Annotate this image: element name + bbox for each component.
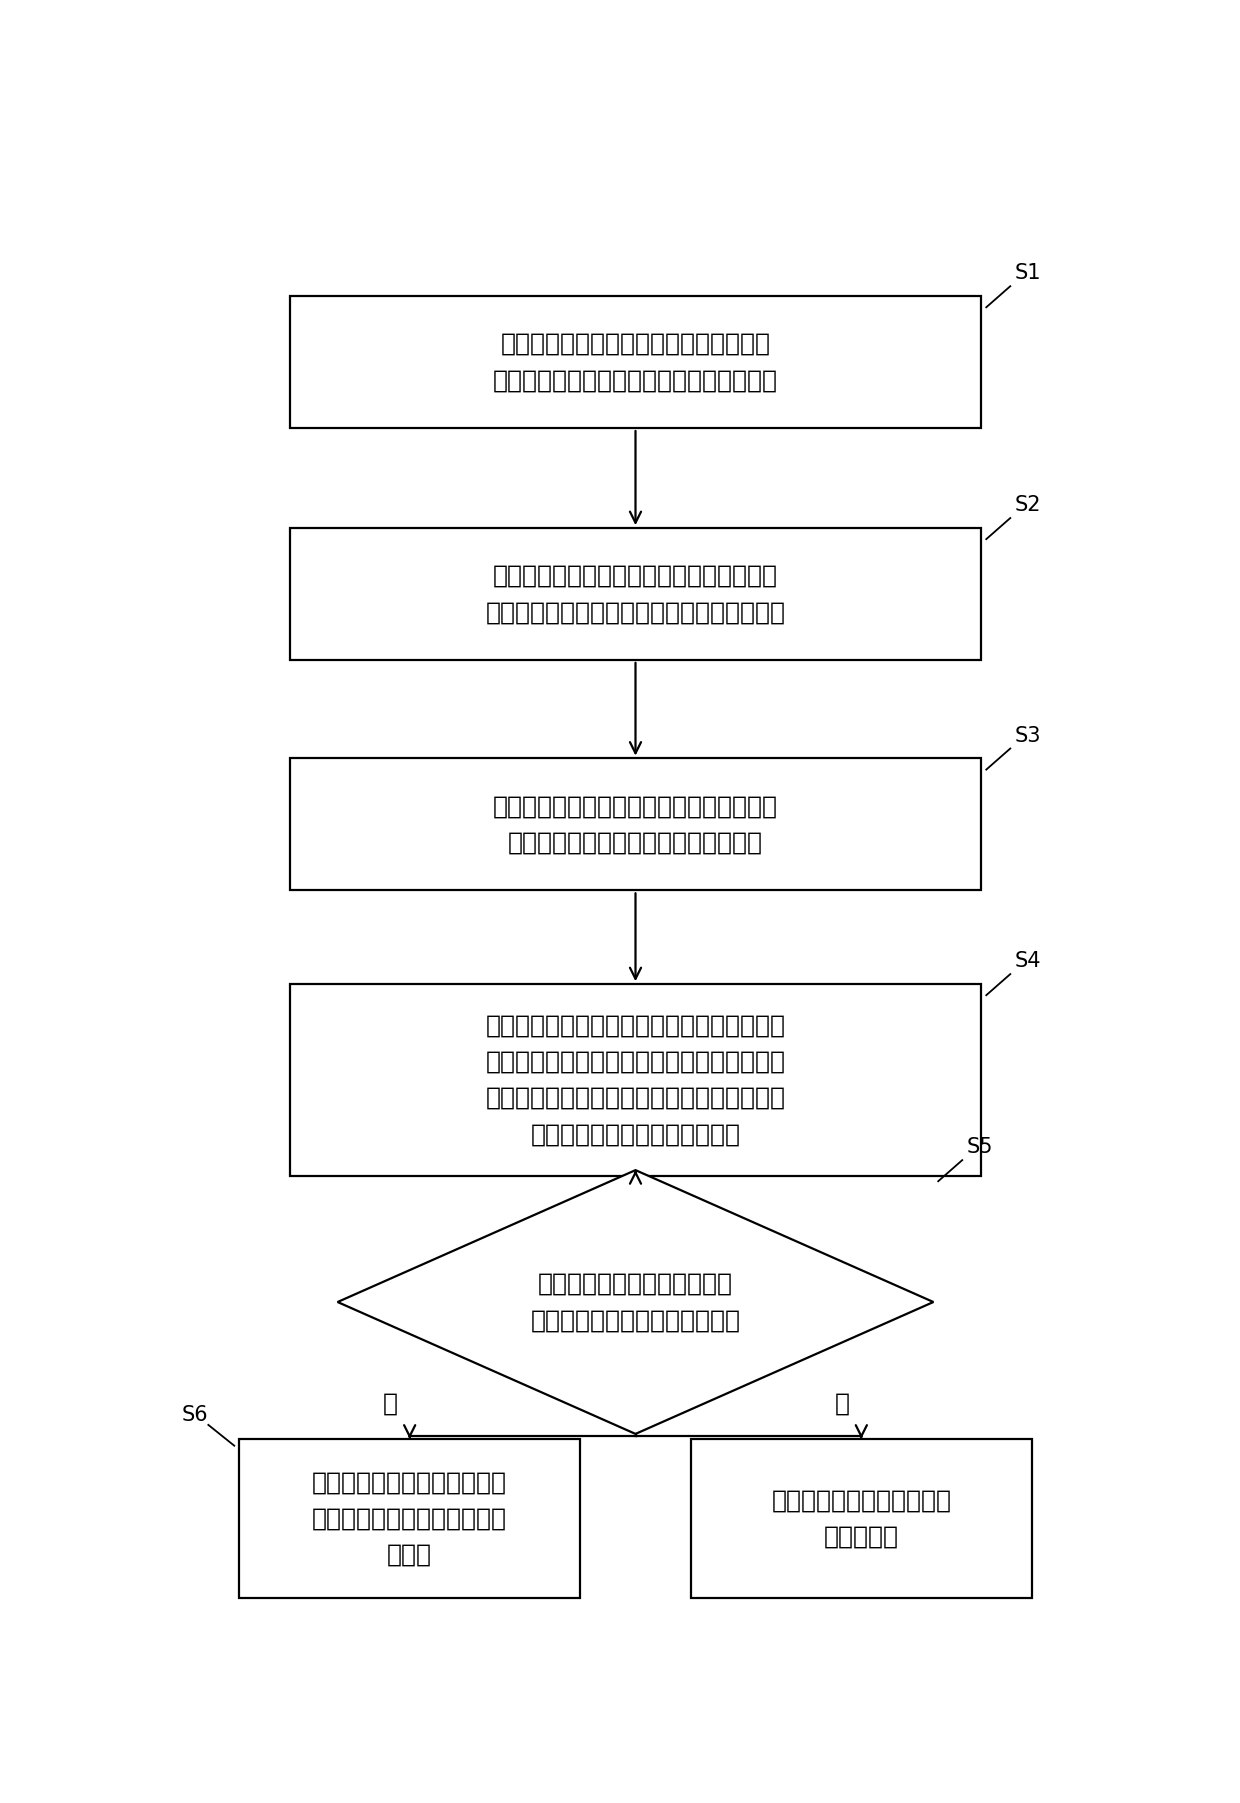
Text: 打开两个检测设备的北斗信号接收模块，将
检测设备的内部时间同步至北斗卫星基准时间: 打开两个检测设备的北斗信号接收模块，将 检测设备的内部时间同步至北斗卫星基准时间 [486,564,785,624]
Text: S5: S5 [967,1138,993,1158]
FancyBboxPatch shape [290,528,982,660]
Text: 判断配对时间序列信号与疑是
漏水时间序列信号是否能够配对: 判断配对时间序列信号与疑是 漏水时间序列信号是否能够配对 [531,1271,740,1332]
Text: 疑是漏水信号为错误信号，
不进行处理: 疑是漏水信号为错误信号， 不进行处理 [771,1489,951,1549]
FancyBboxPatch shape [239,1439,580,1599]
Text: 是: 是 [383,1392,398,1415]
FancyBboxPatch shape [290,759,982,891]
Text: S3: S3 [1016,727,1042,746]
Text: S6: S6 [181,1405,208,1424]
Text: 将疑是漏水信号与第一内部时间匹配并形成
第一检测设备的疑是漏水时间序列信号: 将疑是漏水信号与第一内部时间匹配并形成 第一检测设备的疑是漏水时间序列信号 [494,795,777,855]
Text: 根据第一内部时间选取第二检测设备内对应的
内部时间形成第二内部时间，并将第二检测设
备在第二内部时间内检测到的信号与第二内部
时间匹配形成配对时间序列信号: 根据第一内部时间选取第二检测设备内对应的 内部时间形成第二内部时间，并将第二检测… [486,1013,785,1147]
FancyBboxPatch shape [691,1439,1032,1599]
Text: 提供两个供收集管道信号的检测设备，将
两个检测设备间隔一定距离地设置在管道上: 提供两个供收集管道信号的检测设备，将 两个检测设备间隔一定距离地设置在管道上 [494,332,777,393]
Text: S4: S4 [1016,952,1042,972]
Text: S2: S2 [1016,496,1042,516]
Text: 利用疑是漏水信号和定位漏水
信号的时间差定位管道上漏水
的位置: 利用疑是漏水信号和定位漏水 信号的时间差定位管道上漏水 的位置 [312,1469,507,1567]
FancyBboxPatch shape [290,296,982,427]
Polygon shape [337,1170,934,1433]
Text: S1: S1 [1016,263,1042,283]
FancyBboxPatch shape [290,984,982,1176]
Text: 否: 否 [835,1392,849,1415]
